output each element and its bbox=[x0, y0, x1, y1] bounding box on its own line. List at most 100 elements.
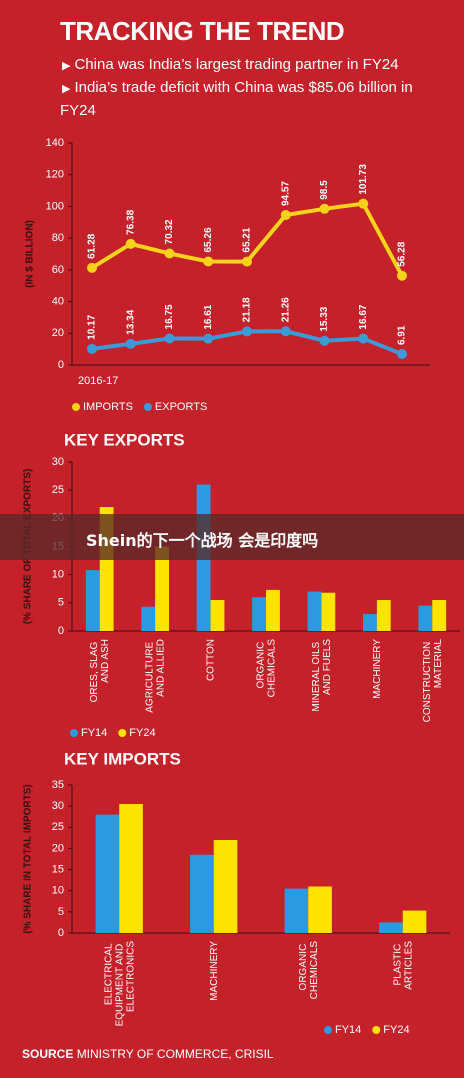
x-tick-label: PLASTIC ARTICLES bbox=[392, 941, 414, 990]
x-tick-label-line: CONSTRUCTION bbox=[421, 639, 432, 722]
legend-swatch bbox=[70, 729, 78, 737]
x-tick-label-line: AGRICULTURE bbox=[144, 639, 155, 713]
source: SOURCE MINISTRY OF COMMERCE, CRISIL bbox=[22, 1047, 274, 1061]
y-tick-label: 5 bbox=[58, 597, 64, 609]
x-tick-label-line: ELECTRICAL bbox=[103, 941, 114, 1005]
legend-label: IMPORTS bbox=[83, 401, 133, 413]
header-point: India’s trade deficit with China was $85… bbox=[60, 79, 413, 119]
data-label: 16.75 bbox=[164, 304, 175, 329]
bar bbox=[95, 814, 120, 933]
data-point bbox=[280, 326, 291, 337]
x-tick-label: ORES, SLAG AND ASH bbox=[89, 639, 111, 702]
x-tick-label-line: MACHINERY bbox=[208, 941, 219, 1001]
legend-swatch bbox=[372, 1026, 381, 1034]
y-tick-label: 20 bbox=[52, 842, 64, 854]
bar bbox=[284, 888, 309, 933]
data-point bbox=[242, 326, 252, 337]
header-points: ▶ China was India’s largest trading partn… bbox=[60, 56, 413, 119]
x-tick-label-line: ORGANIC bbox=[297, 941, 308, 990]
bar bbox=[119, 804, 143, 933]
y-tick-label: 20 bbox=[52, 327, 64, 339]
data-label: 6.91 bbox=[397, 325, 408, 345]
legend-label: EXPORTS bbox=[155, 401, 207, 413]
x-tick-label-line: COTTON bbox=[205, 639, 216, 681]
bar bbox=[363, 614, 377, 631]
bar bbox=[379, 922, 403, 933]
x-tick-label-line: MINERAL OILS bbox=[311, 639, 322, 711]
bar bbox=[252, 597, 266, 631]
y-tick-label: 80 bbox=[52, 232, 64, 244]
data-point bbox=[358, 198, 369, 209]
x-tick-label: ELECTRICAL EQUIPMENT AND ELECTRONICS bbox=[103, 941, 136, 1027]
data-label: 13.34 bbox=[125, 309, 136, 334]
data-point bbox=[125, 238, 136, 249]
x-tick-label-line: MATERIAL bbox=[432, 639, 443, 689]
x-tick-label: MACHINERY bbox=[371, 639, 382, 699]
source-text: MINISTRY OF COMMERCE, CRISIL bbox=[76, 1047, 274, 1061]
data-point bbox=[203, 256, 214, 267]
data-label: 101.73 bbox=[358, 164, 369, 195]
y-tick-label: 30 bbox=[52, 456, 64, 468]
data-point bbox=[319, 335, 330, 346]
data-label: 21.18 bbox=[242, 297, 253, 322]
data-point bbox=[242, 256, 252, 267]
x-tick-label: MINERAL OILS AND FUELS bbox=[311, 639, 333, 712]
x-tick-label: ORGANIC CHEMICALS bbox=[297, 941, 319, 1000]
data-label: 21.26 bbox=[280, 297, 291, 322]
data-label: 98.5 bbox=[319, 180, 330, 200]
data-label: 65.26 bbox=[203, 227, 214, 252]
banner: Shein的下一个战场 会是印度吗 bbox=[0, 514, 464, 560]
bar bbox=[432, 600, 447, 631]
data-point bbox=[164, 248, 175, 259]
data-point bbox=[203, 333, 214, 344]
bar bbox=[155, 546, 169, 631]
bar bbox=[402, 910, 427, 933]
legend-swatch bbox=[118, 729, 127, 737]
bar bbox=[376, 600, 391, 631]
y-tick-label: 60 bbox=[52, 264, 64, 276]
y-tick-label: 35 bbox=[52, 779, 64, 791]
y-axis-label: (IN $ BILLION) bbox=[25, 220, 36, 288]
bar bbox=[266, 589, 280, 631]
data-label: 15.33 bbox=[319, 306, 330, 331]
bar bbox=[190, 854, 214, 933]
data-point bbox=[125, 338, 136, 349]
x-tick-label-line: CHEMICALS bbox=[308, 941, 319, 1000]
data-label: 65.21 bbox=[242, 227, 253, 252]
data-point bbox=[87, 343, 97, 354]
y-tick-label: 5 bbox=[58, 906, 64, 918]
y-tick-label: 30 bbox=[52, 800, 64, 812]
header-title: TRACKING THE TREND bbox=[60, 16, 345, 46]
x-tick-label-line: AND ASH bbox=[100, 639, 111, 683]
data-label: 56.28 bbox=[397, 241, 408, 266]
y-tick-label: 0 bbox=[58, 359, 64, 371]
bar bbox=[321, 592, 336, 631]
bar bbox=[308, 886, 332, 933]
y-tick-label: 25 bbox=[52, 821, 64, 833]
x-tick-label-line: ELECTRONICS bbox=[125, 941, 136, 1012]
legend-label: FY14 bbox=[81, 727, 107, 739]
source-label: SOURCE bbox=[22, 1047, 74, 1061]
bar bbox=[307, 591, 322, 631]
chart-title: KEY EXPORTS bbox=[64, 430, 185, 449]
data-point bbox=[397, 349, 407, 360]
data-label: 76.38 bbox=[125, 209, 136, 234]
bar bbox=[85, 570, 100, 631]
y-tick-label: 40 bbox=[52, 295, 64, 307]
y-tick-label: 0 bbox=[58, 927, 64, 939]
legend-label: FY24 bbox=[383, 1024, 409, 1036]
data-label: 16.67 bbox=[358, 304, 369, 329]
x-tick-label-line: MACHINERY bbox=[371, 639, 382, 699]
y-tick-label: 120 bbox=[46, 169, 64, 181]
legend-label: FY24 bbox=[129, 727, 155, 739]
data-label: 61.28 bbox=[87, 233, 98, 258]
bar bbox=[418, 605, 433, 631]
x-tick-label-line: AND FUELS bbox=[322, 639, 333, 695]
data-point bbox=[164, 333, 175, 344]
x-tick-label-line: AND ALLIED bbox=[155, 639, 166, 697]
legend-swatch bbox=[143, 403, 152, 411]
bar bbox=[213, 839, 238, 933]
bar bbox=[210, 600, 225, 631]
y-tick-label: 10 bbox=[52, 569, 64, 581]
